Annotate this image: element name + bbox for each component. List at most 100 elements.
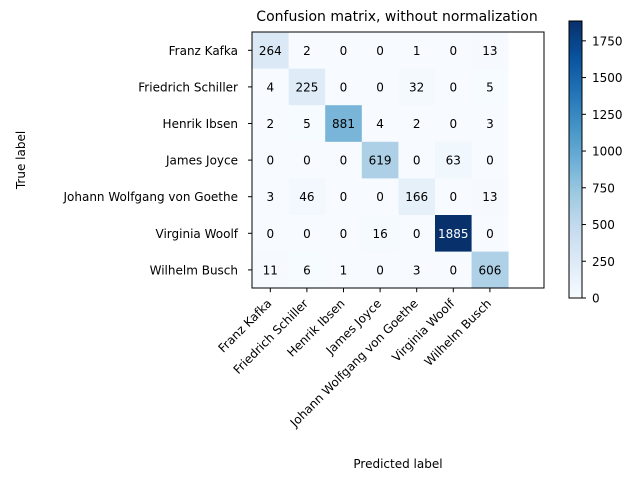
heatmap-cell bbox=[252, 68, 289, 106]
colorbar-tick-label: 750 bbox=[592, 181, 615, 195]
heatmap-cell bbox=[471, 32, 509, 69]
cell-value-label: 11 bbox=[263, 263, 278, 277]
heatmap-cell bbox=[435, 68, 472, 106]
heatmap-cells bbox=[252, 32, 509, 289]
cell-value-label: 16 bbox=[372, 227, 387, 241]
cell-value-label: 3 bbox=[266, 190, 274, 204]
heatmap-cell bbox=[361, 105, 399, 143]
cell-value-label: 0 bbox=[413, 227, 421, 241]
heatmap-cell bbox=[435, 178, 472, 216]
heatmap-cell bbox=[288, 105, 326, 143]
cell-value-label: 0 bbox=[449, 117, 457, 131]
heatmap-cell bbox=[471, 68, 509, 106]
y-tick-label: James Joyce bbox=[165, 154, 238, 168]
cell-value-label: 0 bbox=[266, 154, 274, 168]
heatmap-cell bbox=[435, 251, 472, 289]
cell-value-label: 0 bbox=[340, 227, 348, 241]
colorbar-tick-label: 500 bbox=[592, 218, 615, 232]
y-tick-label: Johann Wolfgang von Goethe bbox=[62, 190, 238, 204]
heatmap-cell bbox=[435, 105, 472, 143]
cell-value-label: 0 bbox=[486, 154, 494, 168]
cell-value-label: 1 bbox=[340, 263, 348, 277]
heatmap-cell bbox=[361, 215, 399, 252]
heatmap-cell bbox=[361, 141, 399, 179]
heatmap-cell bbox=[471, 178, 509, 216]
cell-value-label: 0 bbox=[266, 227, 274, 241]
x-axis-label: Predicted label bbox=[353, 457, 442, 471]
heatmap-cell bbox=[435, 141, 472, 179]
cell-value-label: 0 bbox=[449, 190, 457, 204]
cell-value-label: 0 bbox=[449, 80, 457, 94]
heatmap-cell bbox=[252, 215, 289, 252]
cell-value-label: 0 bbox=[376, 263, 384, 277]
cell-value-label: 63 bbox=[446, 154, 461, 168]
cell-value-label: 0 bbox=[340, 190, 348, 204]
cell-value-label: 166 bbox=[405, 190, 428, 204]
heatmap-cell bbox=[398, 141, 436, 179]
y-axis-label: True label bbox=[14, 131, 28, 190]
cell-value-label: 13 bbox=[482, 190, 497, 204]
cell-value-label: 2 bbox=[413, 117, 421, 131]
heatmap-cell bbox=[361, 251, 399, 289]
heatmap-cell bbox=[398, 251, 436, 289]
colorbar-tick-label: 1750 bbox=[592, 34, 623, 48]
colorbar-tick-label: 1000 bbox=[592, 145, 623, 159]
heatmap-cell bbox=[471, 251, 509, 289]
chart-title: Confusion matrix, without normalization bbox=[256, 9, 537, 25]
heatmap-cell bbox=[398, 32, 436, 69]
colorbar-tick-label: 0 bbox=[592, 292, 600, 306]
cell-value-label: 32 bbox=[409, 80, 424, 94]
heatmap-cell bbox=[252, 178, 289, 216]
heatmap-cell bbox=[435, 32, 472, 69]
heatmap-cell bbox=[288, 215, 326, 252]
x-tick-label: Wilhelm Busch bbox=[422, 296, 494, 368]
heatmap-cell bbox=[435, 215, 472, 252]
cell-value-label: 0 bbox=[340, 80, 348, 94]
heatmap-cell bbox=[361, 178, 399, 216]
cell-value-labels: 264 2 0 0 1 0 134 225 0 0 32 0 52 5 881 4 2 0 30 0 0 619 0 63 03… bbox=[259, 44, 502, 278]
cell-value-label: 13 bbox=[482, 44, 497, 58]
heatmap-cell bbox=[325, 215, 363, 252]
cell-value-label: 0 bbox=[449, 44, 457, 58]
heatmap-cell bbox=[471, 141, 509, 179]
heatmap-cell bbox=[361, 32, 399, 69]
heatmap-cell bbox=[361, 68, 399, 106]
cell-value-label: 619 bbox=[369, 154, 392, 168]
cell-value-label: 225 bbox=[295, 80, 318, 94]
cell-value-label: 606 bbox=[478, 263, 501, 277]
cell-value-label: 0 bbox=[376, 190, 384, 204]
heatmap-cell bbox=[288, 251, 326, 289]
heatmap-cell bbox=[288, 141, 326, 179]
cell-value-label: 0 bbox=[376, 44, 384, 58]
heatmap-cell bbox=[398, 178, 436, 216]
y-tick-label: Virginia Woolf bbox=[156, 227, 239, 241]
heatmap-cell bbox=[252, 32, 289, 69]
cell-value-label: 0 bbox=[376, 80, 384, 94]
cell-value-label: 3 bbox=[486, 117, 494, 131]
cell-value-label: 2 bbox=[266, 117, 274, 131]
cell-value-label: 46 bbox=[299, 190, 314, 204]
cell-value-label: 0 bbox=[449, 263, 457, 277]
heatmap-cell bbox=[325, 251, 363, 289]
y-tick-label: Henrik Ibsen bbox=[163, 117, 238, 131]
heatmap-cell bbox=[398, 105, 436, 143]
heatmap-cell bbox=[398, 68, 436, 106]
y-tick-label: Friedrich Schiller bbox=[138, 80, 238, 94]
heatmap-cell bbox=[471, 105, 509, 143]
cell-value-label: 0 bbox=[486, 227, 494, 241]
cell-value-label: 0 bbox=[340, 44, 348, 58]
colorbar-tick-label: 250 bbox=[592, 255, 615, 269]
cell-value-label: 264 bbox=[259, 44, 282, 58]
cell-value-label: 4 bbox=[266, 80, 274, 94]
cell-value-label: 4 bbox=[376, 117, 384, 131]
cell-value-label: 1 bbox=[413, 44, 421, 58]
heatmap-cell bbox=[288, 68, 326, 106]
cell-value-label: 0 bbox=[413, 154, 421, 168]
cell-value-label: 6 bbox=[303, 263, 311, 277]
heatmap-cell bbox=[325, 32, 363, 69]
cell-value-label: 0 bbox=[340, 154, 348, 168]
y-tick-label: Franz Kafka bbox=[169, 44, 238, 58]
cell-value-label: 2 bbox=[303, 44, 311, 58]
